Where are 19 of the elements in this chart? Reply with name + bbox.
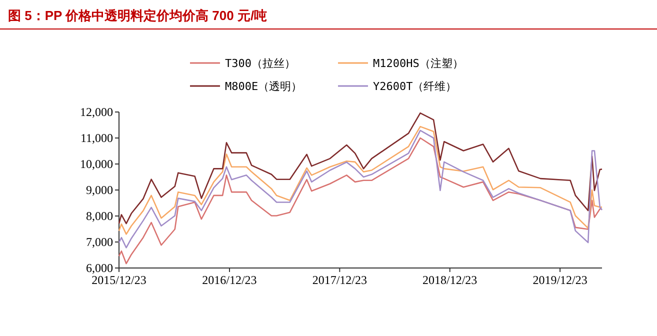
x-tick-label: 2018/12/23 [422, 273, 478, 287]
y-tick-label: 8,000 [86, 209, 113, 223]
line-series [118, 137, 603, 264]
y-tick-label: 6,000 [86, 261, 113, 275]
line-series [118, 112, 603, 224]
y-tick-label: 11,000 [80, 131, 113, 145]
chart-title: 图 5：PP 价格中透明料定价均价高 700 元/吨 [8, 8, 268, 23]
y-tick-label: 7,000 [86, 235, 113, 249]
x-tick-label: 2016/12/23 [202, 273, 257, 287]
x-tick-label: 2019/12/23 [532, 273, 588, 287]
x-tick-label: 2015/12/23 [92, 273, 146, 287]
legend-label: M800E（透明） [225, 80, 302, 93]
y-tick-label: 12,000 [80, 105, 113, 119]
legend-label: T300（拉丝） [225, 57, 296, 70]
x-tick-label: 2017/12/23 [312, 273, 368, 287]
y-tick-label: 10,000 [80, 157, 113, 171]
legend-label: Y2600T（纤维） [373, 80, 457, 93]
legend-label: M1200HS（注塑） [373, 57, 464, 70]
y-tick-label: 9,000 [86, 183, 113, 197]
